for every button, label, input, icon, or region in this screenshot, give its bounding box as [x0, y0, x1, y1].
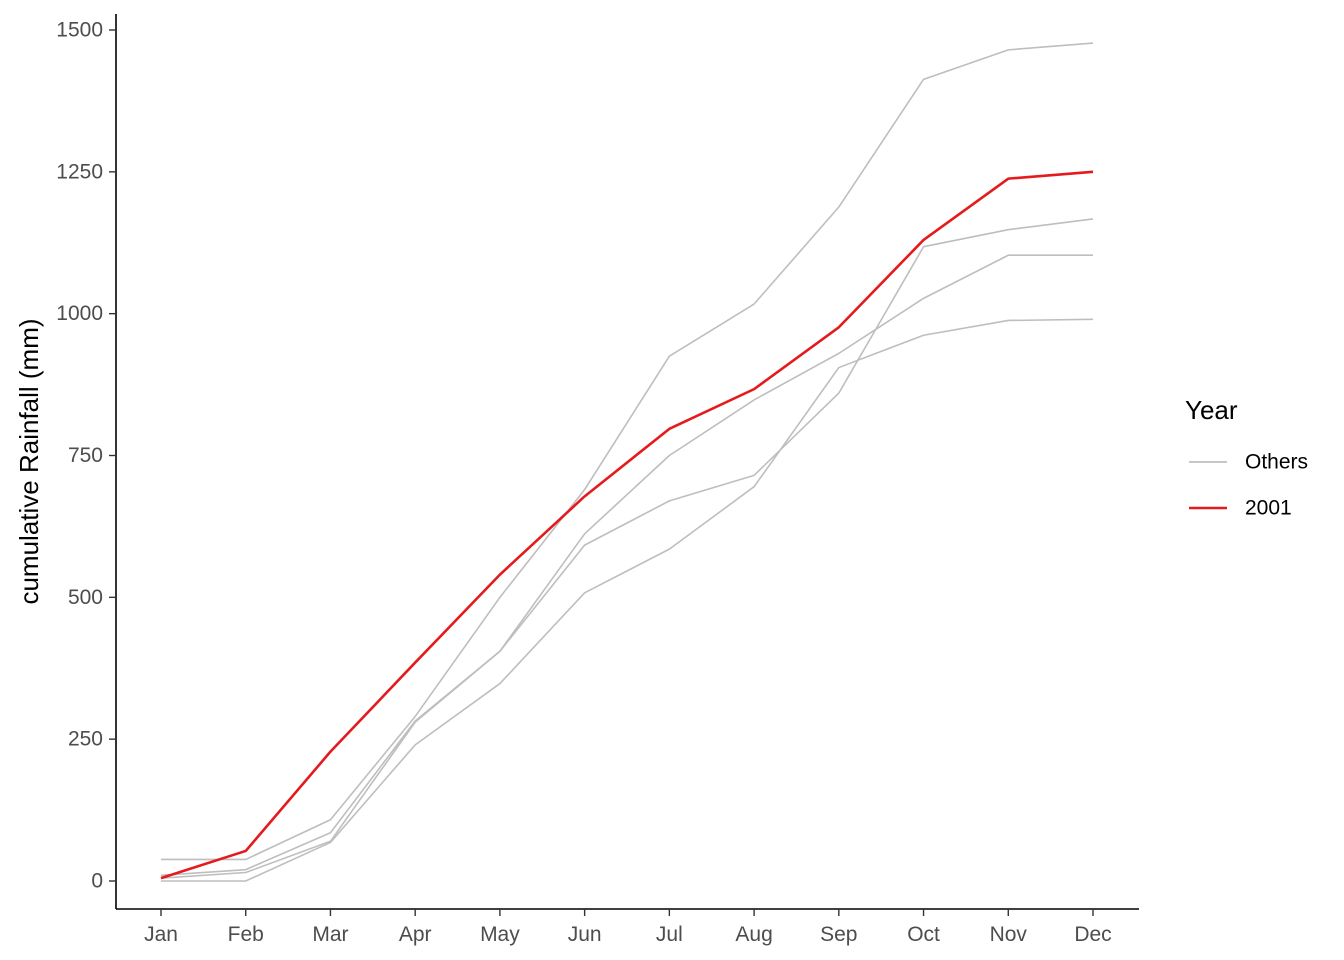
x-tick-label: Sep: [820, 923, 857, 946]
x-tick-label: Jan: [144, 923, 178, 946]
series-layer: [160, 42, 1094, 882]
y-tick-label: 0: [91, 870, 103, 893]
series-line-others-0: [161, 42, 1094, 861]
x-tick-label: Jul: [656, 923, 683, 946]
y-tick-label: 750: [68, 444, 103, 467]
x-tick-label: Mar: [312, 923, 348, 946]
y-tick-label: 500: [68, 586, 103, 609]
x-tick-label: Oct: [907, 923, 940, 946]
x-tick-label: Feb: [228, 923, 264, 946]
series-line-others-1: [160, 254, 1093, 877]
series-line-others-2: [160, 218, 1094, 879]
y-tick-label: 1000: [56, 302, 103, 325]
y-tick-label: 1250: [56, 160, 103, 183]
y-tick-label: 1500: [56, 19, 103, 42]
y-axis-title: cumulative Rainfall (mm): [14, 318, 44, 604]
legend-label-others: Others: [1245, 451, 1308, 474]
series-line-2001: [160, 170, 1094, 880]
legend: Year Others 2001: [1185, 395, 1308, 520]
x-tick-label: May: [480, 923, 520, 946]
legend-title: Year: [1185, 395, 1238, 425]
x-tick-label: Apr: [399, 923, 432, 946]
series-line-others-3: [161, 318, 1094, 882]
axes-layer: 0 250 500 750 1000 1250 1500 Jan Feb Mar Apr May Jun…: [14, 14, 1139, 946]
y-tick-label: 250: [68, 728, 103, 751]
x-tick-label: Jun: [568, 923, 602, 946]
x-tick-label: Nov: [990, 923, 1028, 946]
legend-label-2001: 2001: [1245, 497, 1292, 520]
x-tick-label: Dec: [1074, 923, 1111, 946]
x-tick-label: Aug: [735, 923, 772, 946]
